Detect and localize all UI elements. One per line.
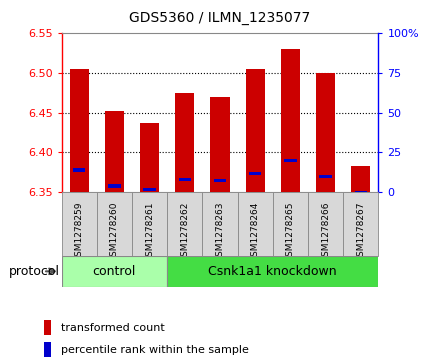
Text: transformed count: transformed count [62, 323, 165, 333]
Bar [179, 178, 191, 181]
Text: GSM1278262: GSM1278262 [180, 202, 189, 262]
Bar [143, 188, 156, 191]
Text: GSM1278264: GSM1278264 [251, 202, 260, 262]
Bar [281, 49, 300, 192]
Bar [108, 184, 121, 188]
Bar [308, 192, 343, 256]
Text: GDS5360 / ILMN_1235077: GDS5360 / ILMN_1235077 [129, 11, 311, 25]
Bar [246, 69, 265, 192]
Bar [284, 159, 297, 162]
Bar [249, 172, 261, 175]
Bar [175, 93, 194, 192]
Bar [355, 191, 367, 194]
Text: GSM1278261: GSM1278261 [145, 202, 154, 262]
Bar [44, 320, 51, 335]
Bar [44, 342, 51, 357]
Text: protocol: protocol [9, 265, 60, 278]
Bar [351, 166, 370, 192]
Bar [70, 69, 89, 192]
Text: GSM1278267: GSM1278267 [356, 202, 365, 262]
Text: GSM1278260: GSM1278260 [110, 202, 119, 262]
Bar [97, 192, 132, 256]
Bar [273, 192, 308, 256]
Bar [167, 256, 378, 287]
Text: GSM1278265: GSM1278265 [286, 202, 295, 262]
Text: percentile rank within the sample: percentile rank within the sample [62, 344, 249, 355]
Bar [62, 192, 97, 256]
Text: control: control [93, 265, 136, 278]
Text: GSM1278259: GSM1278259 [75, 202, 84, 262]
Bar [73, 168, 85, 172]
Bar [319, 175, 332, 178]
Text: GSM1278263: GSM1278263 [216, 202, 224, 262]
Bar [140, 123, 159, 192]
Bar [132, 192, 167, 256]
Bar [105, 111, 124, 192]
Bar [214, 179, 226, 182]
Bar [316, 73, 335, 192]
Text: GSM1278266: GSM1278266 [321, 202, 330, 262]
Bar [343, 192, 378, 256]
Bar [62, 256, 167, 287]
Text: Csnk1a1 knockdown: Csnk1a1 knockdown [209, 265, 337, 278]
Bar [167, 192, 202, 256]
Bar [210, 97, 230, 192]
Bar [238, 192, 273, 256]
Bar [202, 192, 238, 256]
